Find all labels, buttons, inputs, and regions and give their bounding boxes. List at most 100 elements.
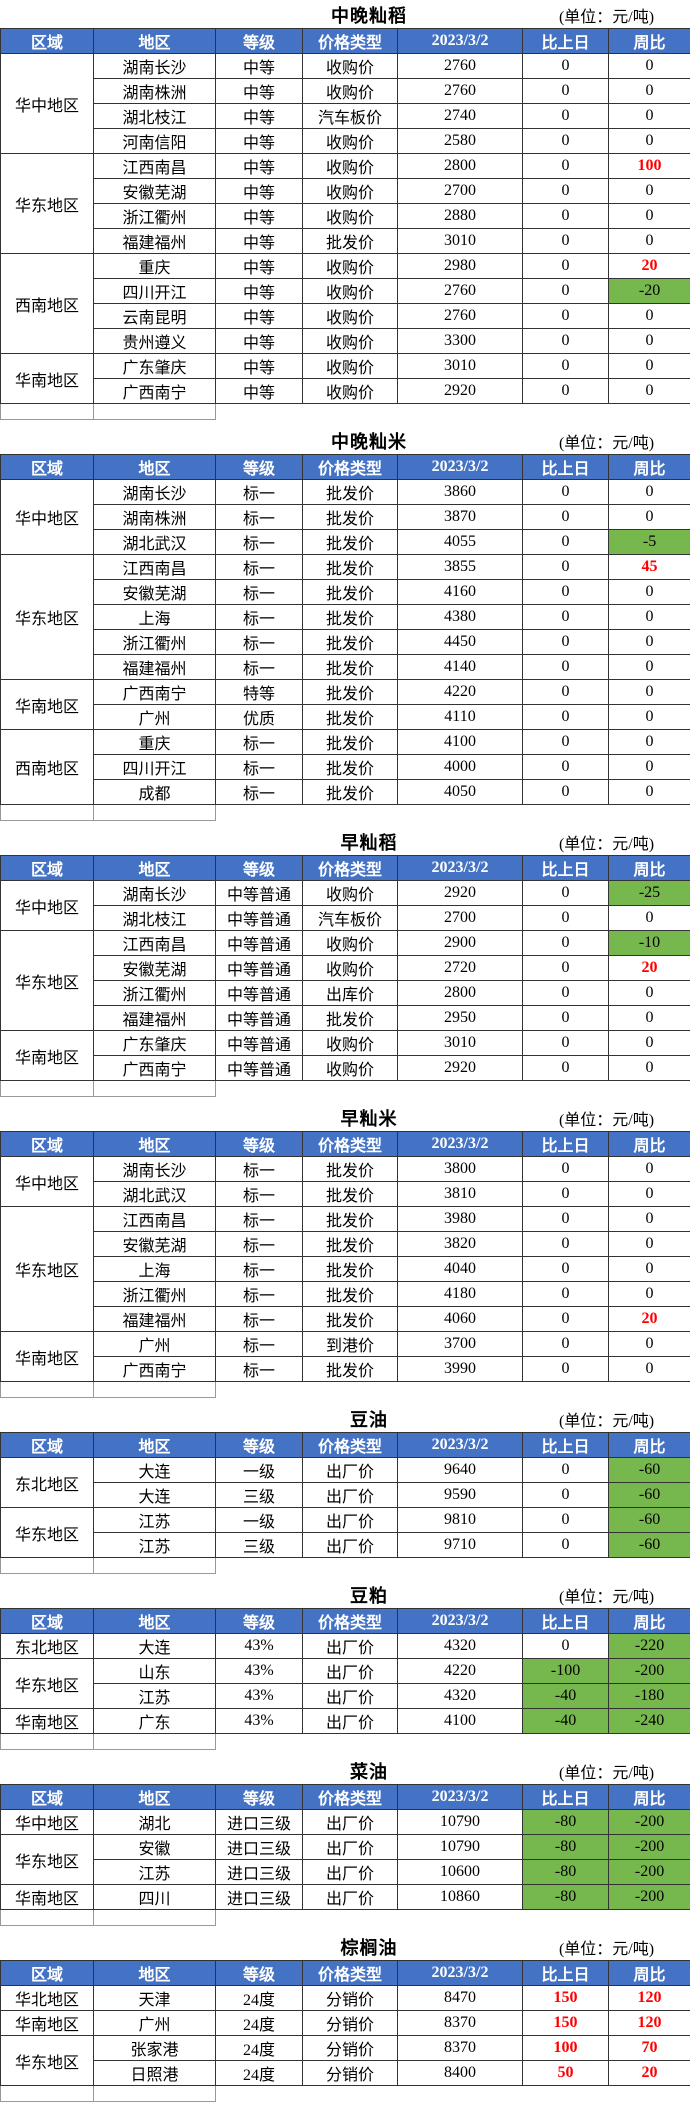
region-cell: 东北地区 <box>1 1634 94 1659</box>
area-cell: 湖北武汉 <box>94 530 216 555</box>
footer-spacer-cell <box>1 2086 94 2102</box>
week-change-cell: 0 <box>609 229 690 254</box>
price-cell: 2760 <box>398 279 523 304</box>
grade-cell: 24度 <box>216 1986 303 2011</box>
column-header-week-change: 周比 <box>609 1609 690 1634</box>
region-cell: 华东地区 <box>1 1207 94 1332</box>
price-cell: 2700 <box>398 906 523 931</box>
week-change-cell: -200 <box>609 1810 690 1835</box>
price-type-cell: 批发价 <box>303 1307 398 1332</box>
price-cell: 4320 <box>398 1684 523 1709</box>
week-change-cell: 20 <box>609 254 690 279</box>
price-type-cell: 批发价 <box>303 1182 398 1207</box>
week-change-cell: -60 <box>609 1458 690 1483</box>
day-change-cell: 0 <box>523 480 609 505</box>
footer-spacer-cell <box>303 1558 398 1574</box>
grade-cell: 标一 <box>216 730 303 755</box>
price-type-cell: 收购价 <box>303 129 398 154</box>
grade-cell: 特等 <box>216 680 303 705</box>
grade-cell: 中等 <box>216 179 303 204</box>
region-cell: 华东地区 <box>1 1835 94 1885</box>
table-title-row: 豆粕(单位：元/吨) <box>1 1582 690 1609</box>
price-cell: 2920 <box>398 1056 523 1081</box>
column-header-week-change: 周比 <box>609 1433 690 1458</box>
footer-spacer-cell <box>1 1382 94 1398</box>
price-type-cell: 收购价 <box>303 1056 398 1081</box>
column-header-area: 地区 <box>94 455 216 480</box>
grade-cell: 一级 <box>216 1458 303 1483</box>
grade-cell: 中等普通 <box>216 906 303 931</box>
region-cell: 西南地区 <box>1 730 94 805</box>
day-change-cell: 0 <box>523 1357 609 1382</box>
column-header-day-change: 比上日 <box>523 1132 609 1157</box>
area-cell: 湖北枝江 <box>94 104 216 129</box>
footer-spacer-cell <box>523 1910 609 1926</box>
footer-spacer-cell <box>216 1558 303 1574</box>
grade-cell: 三级 <box>216 1533 303 1558</box>
table-title: 豆油 <box>216 1406 523 1433</box>
grade-cell: 中等 <box>216 304 303 329</box>
week-change-cell: 0 <box>609 1332 690 1357</box>
day-change-cell: 0 <box>523 1533 609 1558</box>
column-header-grade: 等级 <box>216 1961 303 1986</box>
footer-spacer-cell <box>1 1081 94 1097</box>
column-header-day-change: 比上日 <box>523 1785 609 1810</box>
week-change-cell: 20 <box>609 956 690 981</box>
day-change-cell: 0 <box>523 304 609 329</box>
day-change-cell: 0 <box>523 1182 609 1207</box>
grade-cell: 标一 <box>216 1182 303 1207</box>
price-cell: 4450 <box>398 630 523 655</box>
footer-spacer-cell <box>216 1910 303 1926</box>
area-cell: 广州 <box>94 2011 216 2036</box>
price-cell: 2700 <box>398 179 523 204</box>
table-footer-spacer-row <box>1 1081 690 1097</box>
area-cell: 安徽芜湖 <box>94 580 216 605</box>
day-change-cell: -80 <box>523 1810 609 1835</box>
footer-spacer-cell <box>94 2086 216 2102</box>
price-cell: 9810 <box>398 1508 523 1533</box>
column-header-date: 2023/3/2 <box>398 29 523 54</box>
area-cell: 广州 <box>94 705 216 730</box>
price-type-cell: 批发价 <box>303 555 398 580</box>
price-cell: 2920 <box>398 379 523 404</box>
title-spacer <box>1 428 216 455</box>
week-change-cell: 0 <box>609 981 690 1006</box>
price-type-cell: 收购价 <box>303 881 398 906</box>
column-header-week-change: 周比 <box>609 856 690 881</box>
price-cell: 4110 <box>398 705 523 730</box>
week-change-cell: 0 <box>609 1357 690 1382</box>
column-header-grade: 等级 <box>216 1433 303 1458</box>
area-cell: 安徽 <box>94 1835 216 1860</box>
footer-spacer-cell <box>216 2086 303 2102</box>
grade-cell: 中等 <box>216 154 303 179</box>
week-change-cell: 0 <box>609 680 690 705</box>
price-type-cell: 出厂价 <box>303 1684 398 1709</box>
area-cell: 广东肇庆 <box>94 354 216 379</box>
price-type-cell: 批发价 <box>303 480 398 505</box>
grade-cell: 标一 <box>216 1282 303 1307</box>
week-change-cell: 0 <box>609 79 690 104</box>
footer-spacer-cell <box>398 805 523 821</box>
table-title-row: 豆油(单位：元/吨) <box>1 1406 690 1433</box>
table-title: 棕榈油 <box>216 1934 523 1961</box>
area-cell: 广东 <box>94 1709 216 1734</box>
column-header-grade: 等级 <box>216 1785 303 1810</box>
week-change-cell: 70 <box>609 2036 690 2061</box>
week-change-cell: 0 <box>609 580 690 605</box>
